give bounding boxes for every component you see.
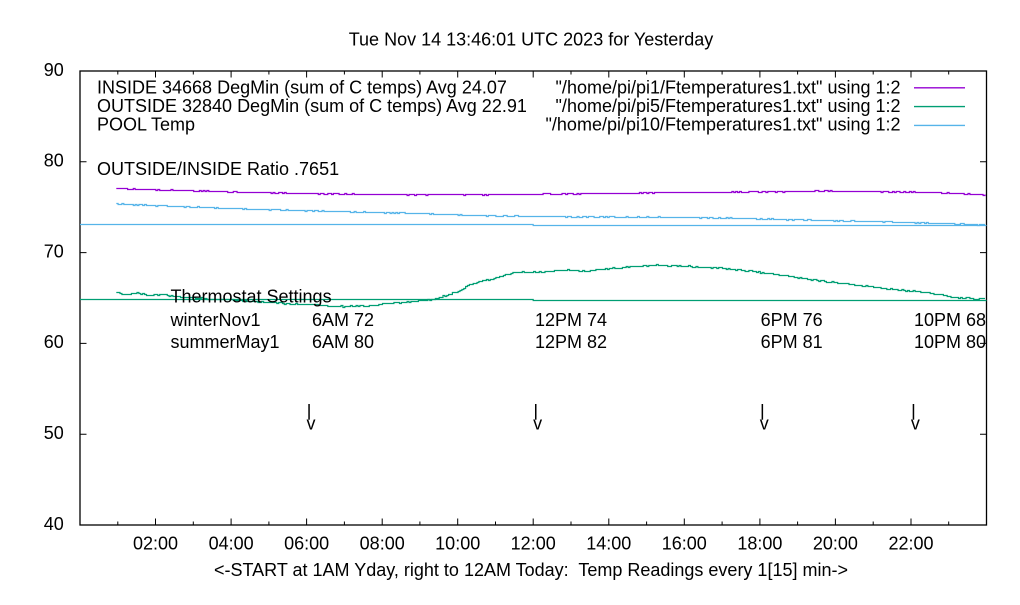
svg-text:16:00: 16:00: [662, 534, 707, 554]
svg-text:14:00: 14:00: [586, 534, 631, 554]
svg-text:20:00: 20:00: [813, 534, 858, 554]
svg-text:"/home/pi/pi5/Ftemperatures1.t: "/home/pi/pi5/Ftemperatures1.txt" using …: [556, 96, 901, 116]
svg-text:08:00: 08:00: [360, 534, 405, 554]
svg-text:06:00: 06:00: [284, 534, 329, 554]
svg-text:6AM 80: 6AM 80: [312, 332, 374, 352]
svg-text:OUTSIDE 32840 DegMin (sum of C: OUTSIDE 32840 DegMin (sum of C temps) Av…: [97, 96, 527, 116]
svg-text:12PM 74: 12PM 74: [535, 310, 607, 330]
svg-text:10PM 80: 10PM 80: [914, 332, 986, 352]
svg-text:v: v: [911, 414, 920, 434]
svg-text:40: 40: [44, 514, 64, 534]
svg-text:6PM 81: 6PM 81: [761, 332, 823, 352]
svg-text:6AM 72: 6AM 72: [312, 310, 374, 330]
svg-text:INSIDE 34668 DegMin (sum of C: INSIDE 34668 DegMin (sum of C temps) Avg…: [97, 78, 507, 98]
svg-text:"/home/pi/pi10/Ftemperatures1.: "/home/pi/pi10/Ftemperatures1.txt" using…: [546, 114, 901, 134]
svg-text:"/home/pi/pi1/Ftemperatures1.t: "/home/pi/pi1/Ftemperatures1.txt" using …: [556, 78, 901, 98]
svg-text:80: 80: [44, 151, 64, 171]
svg-text:50: 50: [44, 423, 64, 443]
svg-text:70: 70: [44, 241, 64, 261]
svg-text:02:00: 02:00: [133, 534, 178, 554]
svg-text:Thermostat Settings: Thermostat Settings: [171, 286, 332, 306]
svg-text:10PM 68: 10PM 68: [914, 310, 986, 330]
svg-text:OUTSIDE/INSIDE Ratio .7651: OUTSIDE/INSIDE Ratio .7651: [97, 159, 339, 179]
svg-text:POOL Temp: POOL Temp: [97, 114, 195, 134]
svg-text:04:00: 04:00: [209, 534, 254, 554]
svg-text:6PM 76: 6PM 76: [761, 310, 823, 330]
svg-text:<-START at 1AM Yday, right to: <-START at 1AM Yday, right to 12AM Today…: [214, 560, 848, 580]
svg-text:summerMay1: summerMay1: [171, 332, 280, 352]
svg-text:18:00: 18:00: [737, 534, 782, 554]
svg-text:60: 60: [44, 332, 64, 352]
svg-text:12PM 82: 12PM 82: [535, 332, 607, 352]
svg-text:10:00: 10:00: [435, 534, 480, 554]
svg-text:90: 90: [44, 60, 64, 80]
svg-text:v: v: [307, 414, 316, 434]
svg-text:22:00: 22:00: [888, 534, 933, 554]
svg-text:winterNov1: winterNov1: [170, 310, 261, 330]
svg-text:12:00: 12:00: [511, 534, 556, 554]
svg-text:v: v: [760, 414, 769, 434]
svg-text:Tue Nov 14 13:46:01 UTC 2023 f: Tue Nov 14 13:46:01 UTC 2023 for Yesterd…: [349, 30, 714, 50]
svg-text:v: v: [533, 414, 542, 434]
